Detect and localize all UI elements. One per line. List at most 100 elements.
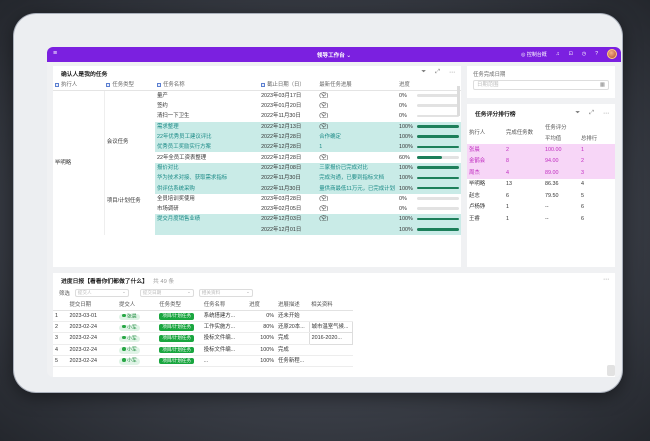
task-name-cell[interactable]: 量产 [157, 93, 168, 99]
bell-icon[interactable]: ♫ [555, 51, 560, 57]
progress-bar [416, 207, 459, 210]
task-row[interactable]: 2022年12月01日 100% [53, 224, 461, 235]
ranking-table: 执行人 完成任务数 任务评分 总排行 平均值 张晨 2 100.00 1 金鹤会 8 94.… [467, 122, 615, 225]
task-row[interactable]: 提交月度销售业绩 2022年12月03日 (空) 100% [53, 214, 461, 225]
task-row[interactable]: 项目/计划任务 全员培训奖使用 2023年03月28日 (空) 0% [53, 194, 461, 204]
date-filter-panel: 任务完成日期 日期范围 ▦ [467, 66, 615, 98]
progress-bar [416, 166, 459, 169]
help-icon[interactable]: ? [595, 51, 598, 57]
date-range-input[interactable]: 日期范围 ▦ [473, 80, 609, 90]
filter-icon[interactable]: ⏷ [421, 69, 427, 75]
task-name-cell[interactable]: 华为技术对接、获取需求指标 [155, 173, 260, 184]
ranking-avg-cell: 94.00 [543, 155, 579, 167]
progress-cell: 100% [396, 214, 461, 225]
ranking-row[interactable]: 周杰 4 89.00 3 [467, 167, 615, 179]
task-name-cell[interactable]: 22年优秀员工建议评比 [155, 131, 260, 143]
log-type-cell: 项目/计划任务 [157, 344, 202, 356]
user-tag: 小军 [119, 324, 140, 332]
task-panel-header: 确认人是我的任务 ⏷ ⤢ ⋯ [53, 66, 461, 80]
task-row[interactable]: 华为技术对接、获取需求指标 2022年11月30日 完成沟通，已要到指标文档 100% [53, 173, 461, 184]
log-col-header[interactable]: 提交人 [117, 300, 158, 311]
progress-cell: 0% [397, 101, 461, 111]
task-row[interactable]: 签约 2023年01月20日 (空) 0% [53, 101, 461, 111]
avatar[interactable] [607, 49, 617, 59]
progress-value: 0% [398, 103, 407, 110]
more-icon[interactable]: ⋯ [449, 70, 455, 76]
ranking-row[interactable]: 卢杨铮 1 -- 6 [467, 202, 615, 214]
progress-note-cell: (空) [319, 93, 329, 99]
log-col-header[interactable] [53, 300, 68, 311]
console-link[interactable]: ◎ 控制台概 [521, 51, 547, 58]
task-row[interactable]: 优秀员工奖励实行方案 2022年12月28日 1 100% [53, 142, 461, 153]
task-type-cell: 项目/计划任务 [106, 197, 141, 204]
task-col-header[interactable]: 任务类型 [104, 80, 156, 91]
task-row[interactable]: 供评估系统采购 2022年11月30日 量供商最低11万元，已完成计划 100% [53, 183, 461, 194]
log-row[interactable]: 2 2023-02-24 小军 项目/计划任务 工作实施方... 80% 还原20本... 城… [53, 321, 354, 334]
log-col-header[interactable]: 提交日期 [67, 300, 118, 311]
filter-submitter[interactable]: 提交人 [74, 289, 129, 297]
col-person: 执行人 [469, 130, 486, 136]
task-row[interactable]: 22年优秀员工建议评比 2022年12月28日 合作确定 100% [53, 131, 461, 143]
task-name-cell[interactable]: 供评估系统采购 [155, 183, 260, 194]
task-row[interactable]: 22年全员工资表整理 2022年12月28日 (空) 60% [53, 152, 461, 162]
ranking-row[interactable]: 赵志 6 79.50 5 [467, 190, 615, 202]
ranking-row[interactable]: 金鹤会 8 94.00 2 [467, 155, 615, 167]
task-row[interactable]: 市场调研 2023年02月05日 (空) 0% [53, 204, 461, 214]
task-row[interactable]: 报价对比 2022年12月08日 三家报价已完成对比 100% [53, 162, 461, 174]
log-col-header[interactable]: 进度 [247, 300, 277, 311]
task-name-cell[interactable]: 需求整理 [155, 121, 260, 132]
filter-date[interactable]: 提交日期 [139, 289, 194, 297]
task-name-cell[interactable]: 全员培训奖使用 [157, 195, 195, 202]
task-col-header[interactable]: 进度 [396, 80, 461, 91]
clock-icon[interactable]: ◷ [581, 51, 587, 57]
log-row[interactable]: 3 2023-02-24 小军 项目/计划任务 投标文件编... 100% 完成 2016-2… [53, 332, 354, 345]
scroll-button[interactable] [607, 365, 615, 376]
log-ref-cell [309, 355, 353, 367]
log-task-cell: 系统搭建方... [201, 310, 248, 323]
progress-cell: 100% [396, 142, 461, 153]
task-name-cell[interactable]: 优秀员工奖励实行方案 [155, 142, 260, 153]
task-name-cell[interactable] [155, 224, 260, 235]
log-row[interactable]: 5 2023-02-24 小军 项目/计划任务... 100% 任务新程... [53, 355, 353, 367]
task-col-header[interactable]: 最新任务进展 [317, 80, 397, 91]
workspace-title[interactable]: 领导工作台 ⌄ [316, 53, 352, 59]
ranking-row[interactable]: 王睿 1 -- 6 [467, 213, 615, 225]
task-name-cell[interactable]: 提交月度销售业绩 [155, 214, 260, 225]
task-name-cell[interactable]: 市场调研 [157, 206, 179, 213]
expand-icon[interactable]: ⤢ [435, 69, 440, 75]
ranking-count-cell: 6 [506, 192, 509, 199]
task-name-cell[interactable]: 签约 [157, 103, 168, 110]
more-icon[interactable]: ⋯ [603, 111, 609, 117]
task-name-cell[interactable]: 报价对比 [155, 162, 260, 174]
log-row[interactable]: 4 2023-02-24 小军 项目/计划任务 投标文件编... 100% 完成 [53, 344, 353, 356]
ranking-row[interactable]: 张晨 2 100.00 1 [467, 144, 615, 156]
scrollbar[interactable] [457, 86, 460, 116]
task-row[interactable]: 清扫一下卫生 2022年11月30日 (空) 0% [53, 111, 461, 121]
task-row[interactable]: 毕明略 会议任务 量产 2023年03月17日 (空) 0% [53, 90, 461, 235]
filter-ref[interactable]: 相关资料 [198, 289, 253, 297]
gift-icon[interactable]: ⊡ [568, 51, 573, 57]
task-col-header[interactable]: 截止日期（日） [259, 80, 318, 91]
ranking-name-cell: 卢杨铮 [469, 204, 486, 211]
log-col-header[interactable]: 任务名称 [201, 300, 248, 311]
progress-fill [416, 176, 459, 180]
log-col-header[interactable]: 进展描述 [276, 300, 310, 311]
expand-icon[interactable]: ⤢ [589, 110, 594, 116]
field-type-icon [106, 82, 111, 87]
log-col-header[interactable]: 相关资料 [309, 300, 353, 311]
task-row[interactable]: 需求整理 2022年12月13日 (空) 100% [53, 121, 461, 132]
log-col-header[interactable]: 任务类型 [157, 300, 202, 311]
log-row[interactable]: 1 2023-03-01 张晨 项目/计划任务 系统搭建方... 0% 还未开始 [53, 310, 353, 323]
task-col-header[interactable]: 执行人 [53, 80, 105, 91]
ranking-row[interactable]: 毕明略 13 86.36 4 [467, 179, 615, 191]
user-tag: 小军 [119, 347, 140, 354]
task-name-cell[interactable]: 清扫一下卫生 [157, 113, 190, 120]
progress-bar [416, 135, 459, 138]
task-col-header[interactable]: 任务名称 [155, 80, 260, 91]
more-icon[interactable]: ⋯ [603, 277, 609, 283]
task-name-cell[interactable]: 22年全员工资表整理 [157, 154, 207, 161]
user-tag: 小军 [119, 358, 140, 365]
progress-cell: 0% [397, 111, 461, 121]
menu-icon[interactable]: ≡ [53, 50, 58, 57]
filter-icon[interactable]: ⏷ [575, 110, 581, 116]
